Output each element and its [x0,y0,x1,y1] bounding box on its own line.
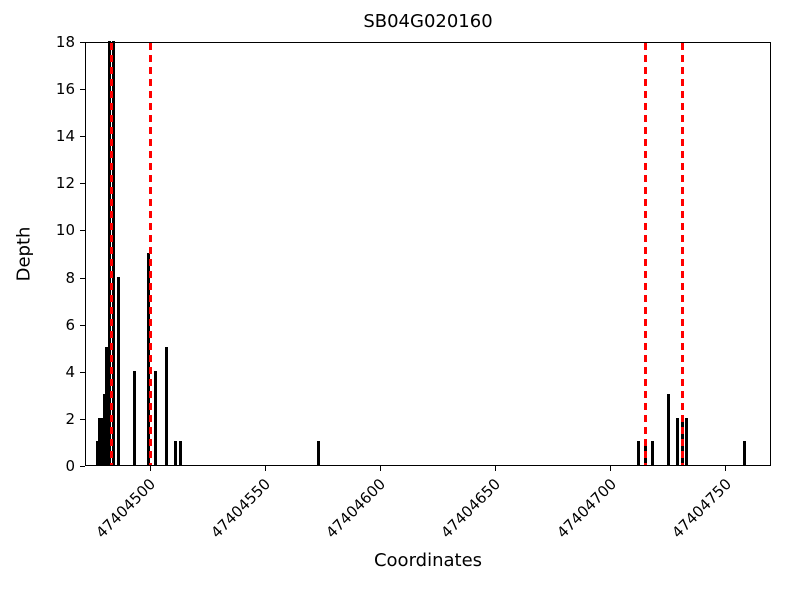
x-tick [149,466,151,471]
y-tick-label: 6 [65,315,75,334]
y-tick-label: 12 [55,174,75,193]
x-tick-label: 47404700 [552,475,620,542]
y-tick [80,277,85,279]
x-tick [264,466,266,471]
y-tick-label: 4 [65,362,75,381]
x-tick-label: 47404600 [322,475,390,542]
depth-bar [637,441,640,465]
x-tick [609,466,611,471]
y-tick [80,136,85,138]
y-tick [80,371,85,373]
depth-bar [742,441,746,465]
depth-bar [107,41,111,465]
depth-bar [105,347,109,465]
y-tick-label: 18 [55,33,75,51]
depth-bar [174,441,178,465]
y-tick-label: 0 [65,457,75,475]
x-tick-label: 47404650 [437,475,505,542]
y-tick-label: 2 [65,409,75,428]
depth-bar [116,276,120,465]
depth-bar [650,441,654,465]
y-tick [80,183,85,185]
depth-bar [100,417,104,465]
y-tick-label: 16 [55,80,75,99]
y-tick [80,324,85,326]
y-tick-label: 14 [55,127,75,146]
y-tick-label: 8 [65,268,75,287]
y-tick [80,466,85,467]
depth-bar [146,253,150,465]
depth-bar [317,441,320,465]
x-tick-label: 47404550 [207,475,275,542]
marker-vline [680,43,684,465]
x-tick-label: 47404750 [668,475,735,542]
depth-bar [676,417,680,465]
depth-bar [178,441,182,465]
depth-bar [666,394,670,465]
depth-bar [102,394,106,465]
x-axis-label: Coordinates [373,550,483,571]
marker-vline [149,43,152,465]
depth-bar [153,370,157,465]
y-tick-label: 10 [55,221,75,240]
x-tick [494,466,496,471]
depth-bar [132,370,136,465]
x-tick [725,466,726,471]
marker-vline [109,43,113,465]
depth-bar [685,417,689,465]
plot-area [85,41,771,466]
y-tick [80,89,85,91]
x-tick-label: 47404500 [92,475,160,542]
depth-bar [112,41,116,465]
depth-bar [98,417,102,465]
y-tick [80,418,85,420]
y-tick [80,42,85,43]
depth-bar [96,441,99,465]
chart-title: SB04G020160 [363,11,493,32]
depth-bar [165,347,169,465]
marker-vline [643,43,647,465]
y-tick [80,230,85,232]
x-tick [379,466,381,471]
